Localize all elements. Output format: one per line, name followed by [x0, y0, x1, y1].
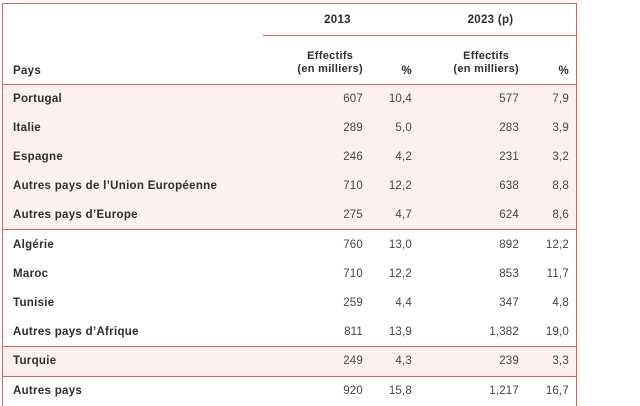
value-cell: 13,0 [388, 238, 412, 251]
table-row: Maroc 710 12,2 853 11,7 [3, 259, 576, 288]
value-cell: 12,2 [388, 267, 412, 280]
table-row: Autres pays de l’Union Européenne 710 12,2… [3, 172, 576, 201]
value-cell: 283 [499, 122, 519, 135]
value-cell: 8,8 [552, 180, 569, 193]
value-cell: 920 [343, 385, 363, 398]
value-cell: 4,8 [552, 296, 569, 309]
value-cell: 638 [499, 180, 519, 193]
value-cell: 710 [343, 180, 363, 193]
group-autres-pays: Autres pays 920 15,8 1,217 16,7 [3, 377, 576, 406]
value-cell: 12,2 [545, 238, 569, 251]
country-cell: Autres pays d’Afrique [13, 325, 139, 338]
value-cell: 624 [499, 209, 519, 221]
year-header-2023: 2023 (p) [467, 13, 514, 26]
value-cell: 259 [343, 296, 363, 309]
year-underline-rule [263, 35, 576, 36]
value-cell: 16,7 [545, 385, 569, 398]
value-cell: 15,8 [388, 385, 412, 398]
country-cell: Autres pays d’Europe [13, 209, 138, 221]
year-header-row: 2013 2023 (p) [3, 4, 576, 35]
table-row: Portugal 607 10,4 577 7,9 [3, 85, 576, 114]
value-cell: 4,7 [395, 209, 412, 221]
year-header-2013: 2013 [324, 13, 351, 26]
value-cell: 289 [343, 122, 363, 135]
country-cell: Italie [13, 122, 42, 135]
group-africa: Algérie 760 13,0 892 12,2 Maroc 710 12,2 853 11,7… [3, 230, 576, 348]
percent-2023-header: % [558, 65, 569, 77]
country-cell: Autres pays de l’Union Européenne [13, 180, 218, 193]
value-cell: 19,0 [545, 325, 569, 338]
value-cell: 577 [499, 93, 519, 106]
value-cell: 3,9 [552, 122, 569, 135]
value-cell: 4,3 [395, 355, 412, 368]
effectifs-label: Effectifs [463, 50, 510, 62]
value-cell: 246 [343, 151, 363, 164]
value-cell: 710 [343, 267, 363, 280]
value-cell: 892 [499, 238, 519, 251]
value-cell: 8,6 [552, 209, 569, 221]
table-row: Autres pays d’Afrique 811 13,9 1,382 19,0 [3, 317, 576, 346]
effectifs-unit-label: (en milliers) [453, 63, 519, 75]
value-cell: 249 [343, 355, 363, 368]
value-cell: 7,9 [552, 93, 569, 106]
value-cell: 11,7 [546, 267, 569, 280]
value-cell: 1,217 [489, 385, 519, 398]
table-row: Autres pays d’Europe 275 4,7 624 8,6 [3, 201, 576, 230]
percent-2013-header: % [401, 65, 412, 77]
value-cell: 3,2 [552, 151, 569, 164]
country-cell: Tunisie [13, 296, 55, 309]
table-row: Tunisie 259 4,4 347 4,8 [3, 288, 576, 317]
country-cell: Autres pays [13, 385, 83, 398]
country-cell: Turquie [13, 355, 57, 368]
value-cell: 5,0 [395, 122, 412, 135]
column-header-row: Pays Effectifs (en milliers) % Effectifs… [3, 36, 576, 84]
immigrants-by-country-table: 2013 2023 (p) Pays Effectifs (en millier… [2, 3, 577, 406]
value-cell: 13,9 [388, 325, 412, 338]
value-cell: 3,3 [552, 355, 569, 368]
value-cell: 1,382 [489, 325, 519, 338]
value-cell: 4,4 [395, 296, 412, 309]
value-cell: 607 [343, 93, 363, 106]
value-cell: 811 [344, 325, 363, 338]
value-cell: 12,2 [388, 180, 412, 193]
table-row: Algérie 760 13,0 892 12,2 [3, 230, 576, 259]
effectifs-2013-header: Effectifs (en milliers) [263, 50, 363, 77]
group-europe: Portugal 607 10,4 577 7,9 Italie 289 5,0 283 3,9 E… [3, 85, 576, 231]
country-cell: Maroc [13, 267, 49, 280]
table-header: 2013 2023 (p) Pays Effectifs (en millier… [3, 4, 576, 85]
group-turquie: Turquie 249 4,3 239 3,3 [3, 347, 576, 377]
value-cell: 231 [499, 151, 519, 164]
country-cell: Algérie [13, 238, 55, 251]
effectifs-unit-label: (en milliers) [297, 63, 363, 75]
effectifs-label: Effectifs [307, 50, 354, 62]
table-row: Turquie 249 4,3 239 3,3 [3, 347, 576, 376]
pays-column-header: Pays [13, 65, 42, 77]
table-row: Italie 289 5,0 283 3,9 [3, 114, 576, 143]
value-cell: 4,2 [395, 151, 412, 164]
value-cell: 853 [499, 267, 519, 280]
value-cell: 10,4 [388, 93, 412, 106]
country-cell: Portugal [13, 93, 63, 106]
value-cell: 760 [343, 238, 363, 251]
value-cell: 275 [343, 209, 363, 221]
country-cell: Espagne [13, 151, 64, 164]
effectifs-2023-header: Effectifs (en milliers) [412, 50, 519, 77]
table-row: Autres pays 920 15,8 1,217 16,7 [3, 377, 576, 406]
value-cell: 239 [499, 355, 519, 368]
value-cell: 347 [499, 296, 519, 309]
table-row: Espagne 246 4,2 231 3,2 [3, 143, 576, 172]
